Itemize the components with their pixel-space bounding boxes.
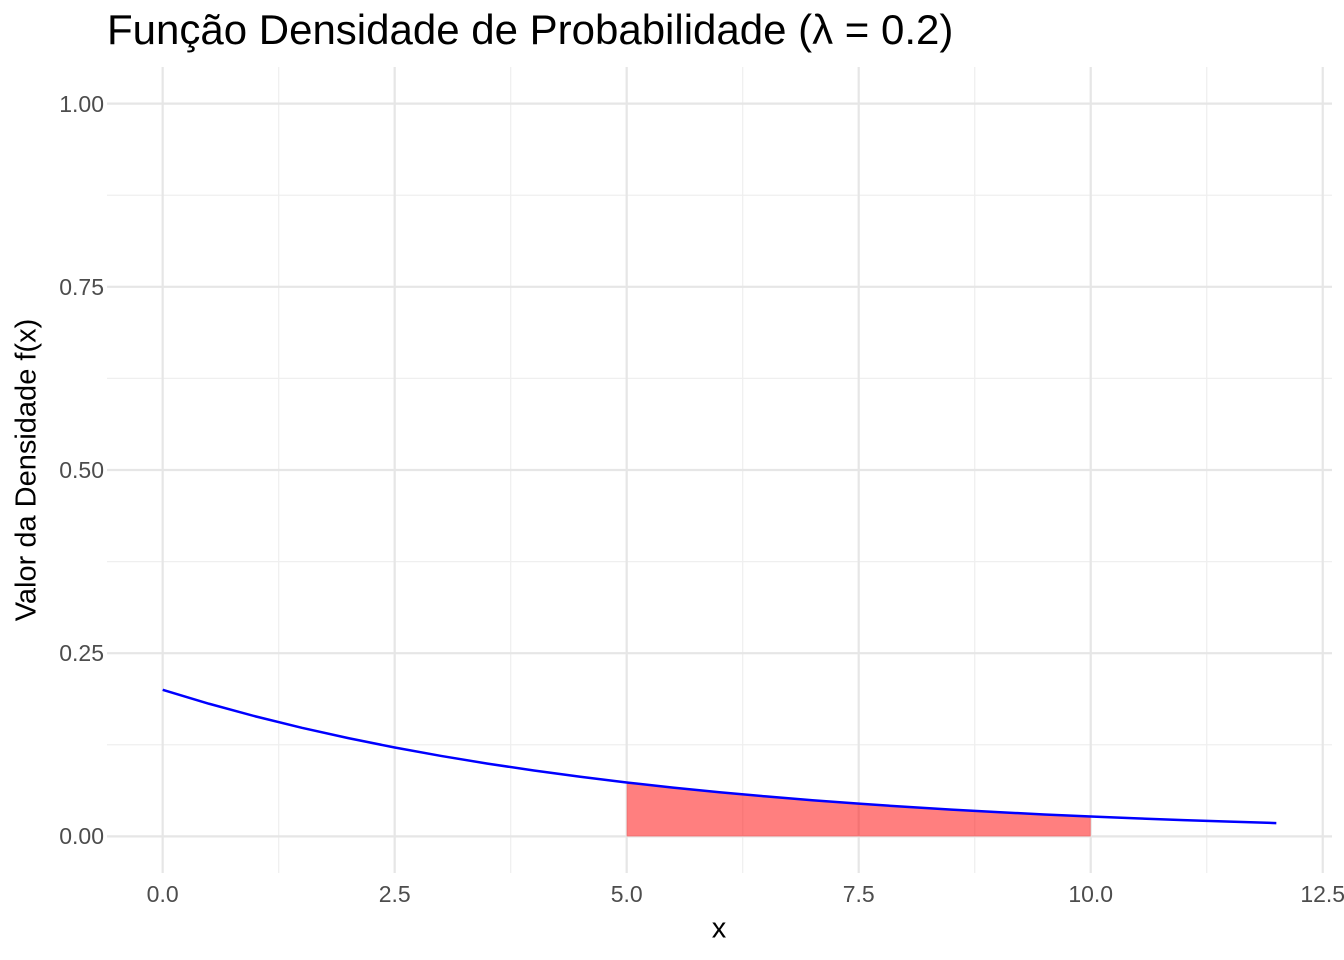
x-tick-label: 12.5: [1300, 881, 1344, 907]
x-axis-title: x: [711, 912, 727, 945]
y-tick-label: 0.25: [59, 640, 104, 667]
x-tick-label: 5.0: [610, 881, 643, 907]
y-tick-label: 0.50: [59, 457, 104, 483]
shaded-area-region: [626, 782, 1091, 837]
x-tick-label: 2.5: [378, 881, 411, 907]
x-tick-label: 7.5: [842, 881, 875, 907]
x-tick-label: 10.0: [1068, 881, 1114, 907]
chart-title: Função Densidade de Probabilidade (λ = 0…: [107, 6, 954, 53]
y-tick-label: 0.00: [59, 823, 104, 850]
y-tick-label: 0.75: [59, 273, 104, 300]
density-curve: [162, 688, 1277, 825]
x-tick-label: 0.0: [146, 881, 179, 907]
y-tick-label: 1.00: [59, 90, 104, 117]
grid-major-lines: [107, 67, 1332, 873]
